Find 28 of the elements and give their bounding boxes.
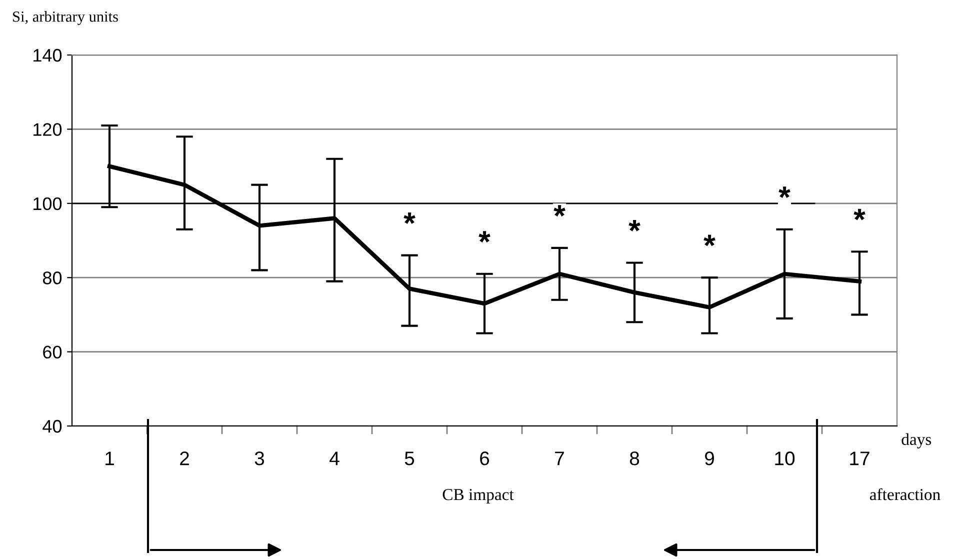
x-tick-label: 5 <box>404 452 414 466</box>
x-tick-label: 7 <box>555 452 564 466</box>
x-tick-label: 10 <box>775 452 795 466</box>
x-tick-label: 8 <box>630 452 640 466</box>
x-tick-label: 9 <box>705 452 714 466</box>
y-tick-label: 140 <box>34 48 62 62</box>
y-tick-label: 40 <box>42 420 62 433</box>
annotation: * <box>554 205 566 216</box>
y-tick-label: 120 <box>34 123 62 136</box>
x-tick-label: 4 <box>330 452 340 466</box>
annotation: * <box>628 220 640 232</box>
annotation: * <box>478 231 490 242</box>
text: afteraction <box>870 488 940 500</box>
x-tick-label: 2 <box>180 452 189 466</box>
x-tick-label: 3 <box>254 452 264 466</box>
x-tick-label: 1 <box>106 452 114 466</box>
x-tick-label: 17 <box>850 452 870 466</box>
text: CB impact <box>442 488 514 504</box>
annotation: * <box>704 234 716 246</box>
annotation: * <box>854 208 866 220</box>
annotation: * <box>778 186 790 198</box>
x-tick-label: 6 <box>480 452 490 466</box>
y-tick-label: 80 <box>42 272 62 284</box>
annotation: * <box>404 212 416 224</box>
y-tick-label: 60 <box>43 346 62 359</box>
y-tick-label: 100 <box>34 197 62 210</box>
x-axis-title: days <box>902 433 932 448</box>
y-axis-title: Si, arbitrary units <box>13 11 118 25</box>
